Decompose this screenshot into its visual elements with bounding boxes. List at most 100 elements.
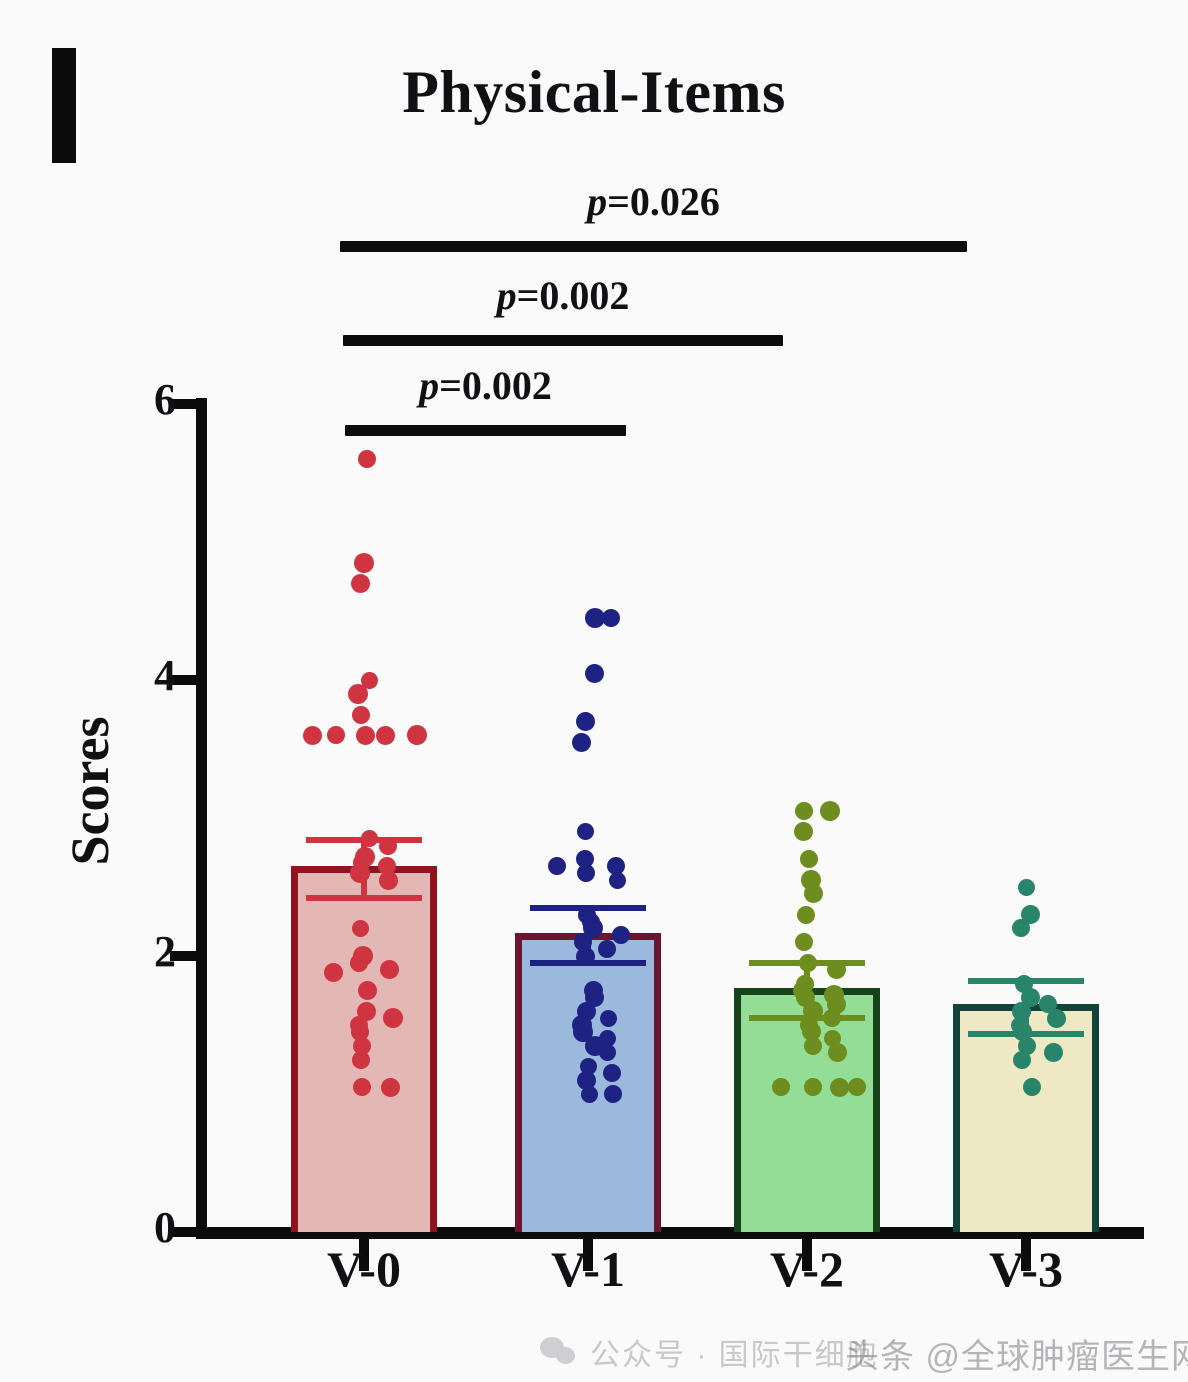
- scatter-point: [327, 726, 346, 745]
- scatter-point: [378, 870, 398, 890]
- scatter-point: [576, 711, 596, 731]
- scatter-point: [584, 607, 605, 628]
- scatter-point: [361, 671, 379, 689]
- wechat-icon: [540, 1337, 578, 1367]
- scatter-point: [827, 1043, 847, 1063]
- x-tick-V-1: [583, 1239, 593, 1271]
- scatter-point: [382, 1008, 403, 1029]
- y-axis-label: Scores: [60, 716, 120, 866]
- panel-letter: I: [52, 48, 76, 163]
- scatter-point: [350, 573, 370, 593]
- scatter-point: [351, 919, 369, 937]
- significance-label-V-0-V-2: p=0.002: [496, 273, 630, 318]
- scatter-point: [601, 608, 620, 627]
- scatter-point: [547, 857, 566, 876]
- scatter-point: [799, 850, 818, 869]
- scatter-point: [801, 1022, 821, 1042]
- scatter-point: [572, 732, 592, 752]
- scatter-point: [795, 933, 814, 952]
- scatter-point: [823, 1030, 841, 1048]
- scatter-point: [579, 1057, 597, 1075]
- watermark: 公众号 · 国际干细胞: [540, 1330, 879, 1374]
- y-tick-6: [170, 399, 200, 409]
- scatter-point: [772, 1078, 791, 1097]
- scatter-point: [302, 725, 322, 745]
- scatter-point: [602, 1064, 621, 1083]
- significance-bar-V-0-V-3: [340, 241, 967, 252]
- scatter-point: [609, 871, 627, 889]
- significance-bar-V-0-V-1: [345, 425, 626, 436]
- scatter-point: [1012, 1050, 1031, 1069]
- scatter-point: [352, 1078, 371, 1097]
- watermark-primary-text: 公众号 · 国际干细胞: [590, 1339, 879, 1372]
- scatter-point: [360, 830, 378, 848]
- chart-title: Physical-Items: [402, 59, 786, 125]
- x-tick-label-V-2: V-2: [769, 1241, 845, 1297]
- scatter-point: [581, 1085, 599, 1103]
- y-tick-0: [170, 1227, 200, 1237]
- scatter-point: [803, 884, 823, 904]
- scatter-point: [324, 963, 344, 983]
- y-axis-line: [196, 398, 207, 1238]
- scatter-point: [1017, 1036, 1036, 1055]
- error-cap-lower-V-0: [306, 895, 422, 902]
- scatter-point: [573, 1021, 594, 1042]
- scatter-point: [1021, 905, 1041, 925]
- scatter-point: [378, 836, 397, 855]
- scatter-point: [379, 960, 399, 980]
- bar-V-2: [734, 987, 880, 1232]
- scatter-point: [352, 1036, 371, 1055]
- x-tick-V-2: [802, 1239, 812, 1271]
- scatter-point: [600, 1009, 618, 1027]
- x-tick-V-0: [359, 1239, 369, 1271]
- scatter-point: [376, 725, 396, 745]
- x-tick-label-V-1: V-1: [550, 1241, 626, 1297]
- x-tick-label-V-0: V-0: [326, 1241, 402, 1297]
- scatter-point: [358, 981, 378, 1000]
- scatter-point: [350, 863, 371, 884]
- scatter-point: [599, 1044, 617, 1062]
- scatter-point: [353, 552, 374, 573]
- scatter-point: [598, 940, 617, 959]
- scatter-point: [830, 1077, 850, 1097]
- scatter-point: [352, 705, 371, 724]
- y-tick-label-4: 4: [154, 651, 176, 700]
- scatter-point: [577, 1070, 597, 1090]
- scatter-point: [607, 857, 626, 876]
- y-tick-label-6: 6: [154, 375, 176, 424]
- scatter-point: [1018, 878, 1036, 896]
- scatter-point: [793, 822, 813, 842]
- scatter-point: [348, 683, 369, 704]
- scatter-point: [799, 953, 818, 972]
- scatter-point: [356, 1001, 376, 1021]
- scatter-point: [406, 725, 427, 746]
- scatter-point: [575, 946, 595, 966]
- scatter-point: [585, 663, 605, 683]
- scatter-point: [819, 801, 840, 822]
- scatter-point: [1044, 1043, 1064, 1063]
- scatter-point: [826, 960, 846, 980]
- x-tick-V-3: [1021, 1239, 1031, 1271]
- significance-label-V-0-V-3: p=0.026: [587, 179, 720, 224]
- scatter-point: [351, 1050, 370, 1069]
- y-tick-label-2: 2: [154, 927, 176, 976]
- scatter-point: [797, 905, 816, 924]
- scatter-point: [794, 802, 813, 821]
- scatter-point: [356, 725, 376, 745]
- scatter-point: [350, 953, 369, 972]
- y-tick-2: [170, 951, 200, 961]
- scatter-point: [577, 823, 595, 841]
- significance-bar-V-0-V-2: [343, 335, 783, 346]
- scatter-point: [1021, 987, 1041, 1007]
- y-tick-4: [170, 675, 200, 685]
- scatter-point: [1013, 1022, 1033, 1042]
- scatter-point: [804, 1036, 823, 1055]
- scatter-point: [826, 994, 846, 1014]
- scatter-point: [1046, 1008, 1066, 1028]
- scatter-point: [804, 1078, 823, 1097]
- scatter-point: [1012, 919, 1031, 938]
- scatter-point: [1012, 1001, 1032, 1021]
- scatter-point: [381, 1077, 401, 1097]
